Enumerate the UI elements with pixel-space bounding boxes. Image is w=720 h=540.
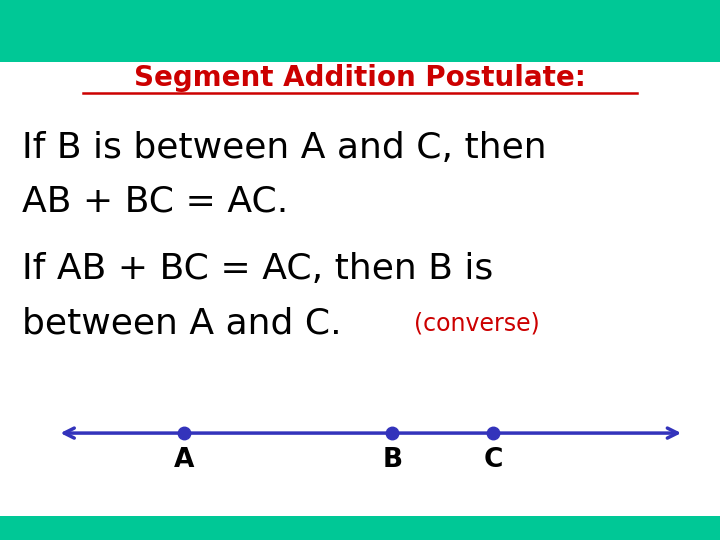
Text: (converse): (converse) — [414, 312, 540, 336]
Text: If B is between A and C, then: If B is between A and C, then — [22, 131, 546, 165]
Text: AB + BC = AC.: AB + BC = AC. — [22, 185, 288, 219]
Text: If AB + BC = AC, then B is: If AB + BC = AC, then B is — [22, 252, 493, 286]
Text: C: C — [484, 447, 503, 473]
Bar — [0, 516, 720, 540]
Text: B: B — [382, 447, 402, 473]
Bar — [0, 0, 720, 62]
Text: A: A — [174, 447, 194, 473]
Text: between A and C.: between A and C. — [22, 307, 341, 341]
Text: Segment Addition Postulate:: Segment Addition Postulate: — [134, 64, 586, 92]
